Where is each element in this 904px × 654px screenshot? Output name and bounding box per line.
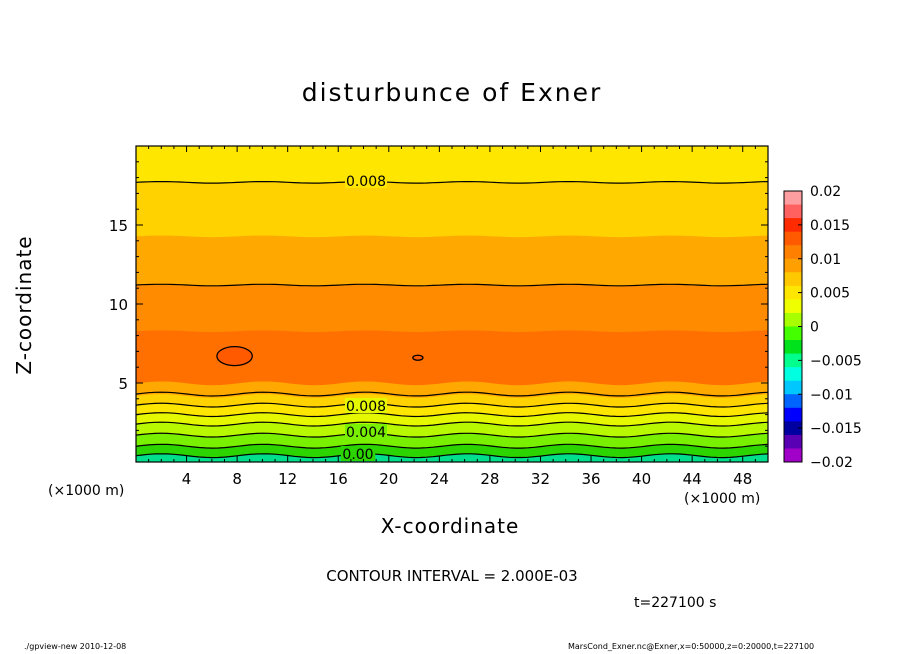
contour-label-1: 0.008 (346, 399, 386, 415)
colorbar-label-8: −0.02 (810, 455, 853, 471)
colorbar-label-6: −0.01 (810, 387, 853, 403)
colorbar-swatch-7 (784, 285, 802, 300)
contour-label-bg-0 (345, 173, 387, 188)
colorbar-swatch-4 (784, 245, 802, 260)
contour-band-10 (135, 234, 769, 287)
colorbar-swatch-13 (784, 367, 802, 382)
x-tick-label-3: 16 (329, 470, 348, 488)
x-tick-label-5: 24 (430, 470, 449, 488)
y-tick-label-2: 15 (109, 217, 128, 235)
x-tick-label-6: 28 (480, 470, 499, 488)
colorbar-label-3: 0.005 (810, 286, 850, 302)
contour-line-6 (135, 391, 769, 397)
contour-line-0 (135, 453, 769, 459)
chart-title: disturbunce of Exner (301, 78, 603, 107)
x-tick-label-11: 48 (733, 470, 752, 488)
time-label: t=227100 s (634, 595, 717, 611)
contour-band-11 (135, 181, 769, 238)
contour-band-12 (135, 145, 769, 184)
colorbar-swatch-15 (784, 394, 802, 409)
colorbar-swatch-14 (784, 380, 802, 395)
footer-right: MarsCond_Exner.nc@Exner,x=0:50000,z=0:20… (568, 642, 815, 651)
contour-line-5 (135, 402, 769, 408)
contour-label-2: 0.004 (346, 425, 386, 441)
colorbar-label-0: 0.02 (810, 184, 841, 200)
contour-label-bg-3 (340, 446, 376, 461)
colorbar-swatch-1 (784, 204, 802, 219)
contour-interval-text: CONTOUR INTERVAL = 2.000E-03 (326, 567, 578, 585)
closed-contour-1 (412, 354, 424, 361)
colorbar-label-1: 0.015 (810, 218, 850, 234)
closed-contour-0 (216, 346, 253, 367)
y-axis-label: Z-coordinate (12, 235, 36, 375)
x-tick-label-7: 32 (531, 470, 550, 488)
x-axis-label: X-coordinate (380, 514, 520, 538)
x-tick-label-0: 4 (182, 470, 192, 488)
contour-line-7 (135, 283, 769, 287)
colorbar-swatch-5 (784, 258, 802, 273)
colorbar-swatch-6 (784, 272, 802, 287)
colorbar-swatch-2 (784, 218, 802, 233)
x-units-label-right: (×1000 m) (684, 491, 761, 507)
contour-band-9 (135, 283, 769, 332)
x-tick-label-8: 36 (581, 470, 600, 488)
footer-left: ./gpview-new 2010-12-08 (24, 642, 127, 651)
x-tick-label-4: 20 (379, 470, 398, 488)
colorbar-label-2: 0.01 (810, 252, 841, 268)
colorbar-swatch-10 (784, 326, 802, 341)
x-tick-label-1: 8 (232, 470, 242, 488)
colorbar-swatch-0 (784, 191, 802, 206)
colorbar-label-7: −0.015 (810, 421, 862, 437)
x-tick-label-9: 40 (632, 470, 651, 488)
x-tick-label-10: 44 (683, 470, 702, 488)
contour-label-0: 0.008 (346, 174, 386, 190)
contour-label-bg-2 (345, 424, 387, 439)
contour-line-1 (135, 443, 769, 449)
x-tick-label-2: 12 (278, 470, 297, 488)
contour-line-4 (135, 412, 769, 418)
colorbar-swatch-9 (784, 312, 802, 327)
colorbar-swatch-3 (784, 231, 802, 246)
colorbar-swatch-17 (784, 421, 802, 436)
colorbar-swatch-12 (784, 353, 802, 368)
colorbar-swatch-8 (784, 299, 802, 314)
colorbar-swatch-11 (784, 340, 802, 355)
colorbar-swatch-16 (784, 407, 802, 422)
colorbar-label-5: −0.005 (810, 353, 862, 369)
contour-label-3: 0.00 (342, 447, 373, 463)
colorbar-swatch-19 (784, 448, 802, 463)
contour-line-8 (135, 181, 769, 184)
contour-line-3 (135, 421, 769, 427)
contour-label-bg-1 (345, 398, 387, 413)
x-units-label: (×1000 m) (48, 483, 125, 499)
y-tick-label-1: 10 (109, 296, 128, 314)
contour-line-2 (135, 432, 769, 438)
colorbar-label-4: 0 (810, 320, 819, 336)
y-tick-label-0: 5 (118, 375, 128, 393)
colorbar-swatch-18 (784, 434, 802, 449)
